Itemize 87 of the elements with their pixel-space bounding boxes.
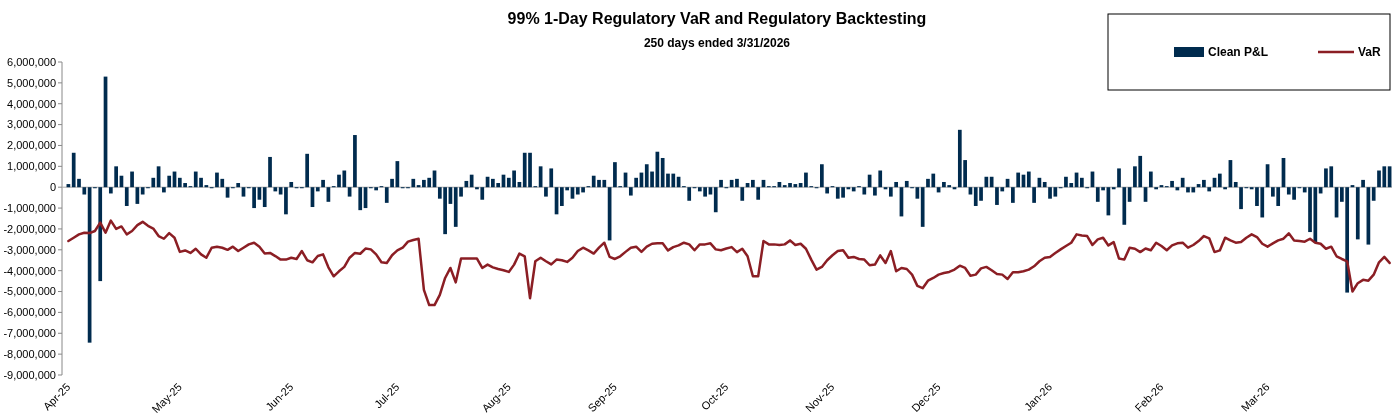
bar bbox=[411, 178, 416, 188]
bar bbox=[549, 168, 554, 188]
bar bbox=[268, 156, 272, 188]
bar bbox=[878, 170, 883, 188]
legend-label: VaR bbox=[1358, 45, 1382, 60]
bar bbox=[289, 181, 294, 188]
bar bbox=[888, 187, 893, 197]
bar bbox=[1202, 179, 1206, 188]
bar bbox=[628, 187, 633, 196]
bar bbox=[284, 187, 288, 215]
bar bbox=[751, 179, 755, 188]
bar bbox=[740, 187, 745, 201]
bar bbox=[1223, 187, 1227, 190]
chart-title: 99% 1-Day Regulatory VaR and Regulatory Backtesting bbox=[507, 10, 927, 27]
bar bbox=[1111, 187, 1116, 190]
bar bbox=[984, 176, 989, 188]
bar bbox=[1032, 187, 1036, 203]
bar bbox=[353, 135, 357, 188]
bar bbox=[305, 153, 310, 188]
bar bbox=[1148, 171, 1153, 188]
bar bbox=[1207, 187, 1212, 192]
bar bbox=[167, 175, 172, 188]
bar bbox=[634, 177, 638, 188]
bar bbox=[894, 181, 898, 188]
bar bbox=[756, 187, 761, 200]
y-tick-label: -5,000,000 bbox=[3, 285, 56, 298]
bar bbox=[384, 187, 389, 203]
bar bbox=[130, 171, 134, 188]
bar bbox=[544, 187, 548, 197]
bar bbox=[820, 164, 824, 188]
bar bbox=[1026, 171, 1031, 188]
bar bbox=[321, 179, 325, 188]
bar bbox=[1117, 168, 1121, 188]
bar bbox=[1011, 187, 1015, 203]
bar bbox=[719, 179, 723, 188]
bar bbox=[390, 178, 394, 188]
y-tick-label: 2,000,000 bbox=[7, 139, 56, 152]
y-tick-label: 1,000,000 bbox=[7, 160, 56, 173]
bar bbox=[262, 187, 267, 208]
bar bbox=[1180, 177, 1185, 188]
bar bbox=[114, 166, 118, 188]
bar bbox=[1122, 187, 1127, 225]
bar bbox=[989, 176, 994, 188]
y-tick-label: -7,000,000 bbox=[3, 327, 56, 340]
y-tick-label: 5,000,000 bbox=[7, 76, 56, 89]
line-series bbox=[67, 219, 1391, 307]
bar bbox=[151, 177, 156, 188]
legend-label: Clean P&L bbox=[1208, 45, 1269, 60]
y-tick-label: 3,000,000 bbox=[7, 118, 56, 131]
bar bbox=[687, 187, 692, 201]
bar bbox=[469, 174, 474, 188]
bar bbox=[162, 187, 166, 193]
bar bbox=[1355, 187, 1360, 240]
chart-subtitle: 250 days ended 3/31/2026 bbox=[643, 36, 791, 50]
y-tick-label: -6,000,000 bbox=[3, 306, 56, 319]
bar bbox=[1016, 172, 1021, 188]
y-tick-label: -8,000,000 bbox=[3, 347, 56, 360]
y-tick-label: -3,000,000 bbox=[3, 243, 56, 256]
bar bbox=[873, 187, 877, 196]
bar bbox=[920, 187, 925, 227]
bar bbox=[273, 187, 278, 192]
bar bbox=[862, 187, 867, 195]
bar bbox=[1080, 177, 1084, 188]
y-tick-label: 4,000,000 bbox=[7, 97, 56, 110]
bar bbox=[713, 187, 718, 213]
y-tick-label: -4,000,000 bbox=[3, 264, 56, 277]
bar bbox=[1217, 173, 1222, 188]
y-tick-label: 0 bbox=[49, 181, 56, 194]
bar bbox=[825, 187, 830, 194]
bar bbox=[1042, 181, 1047, 188]
bar bbox=[904, 180, 909, 188]
y-tick-label: 6,000,000 bbox=[7, 55, 56, 68]
bar bbox=[851, 187, 856, 192]
bar bbox=[108, 187, 113, 194]
bar bbox=[315, 187, 320, 192]
bar bbox=[236, 183, 241, 188]
y-tick-label: -1,000,000 bbox=[3, 201, 56, 214]
bar bbox=[1371, 187, 1376, 201]
bar bbox=[464, 180, 469, 188]
y-tick-label: -9,000,000 bbox=[3, 368, 56, 381]
bar bbox=[358, 187, 363, 211]
bar bbox=[1154, 187, 1158, 190]
bar bbox=[1361, 179, 1365, 188]
bar bbox=[124, 187, 129, 206]
bar bbox=[82, 187, 87, 195]
bar bbox=[1233, 181, 1238, 188]
y-tick-label: -2,000,000 bbox=[3, 222, 56, 235]
